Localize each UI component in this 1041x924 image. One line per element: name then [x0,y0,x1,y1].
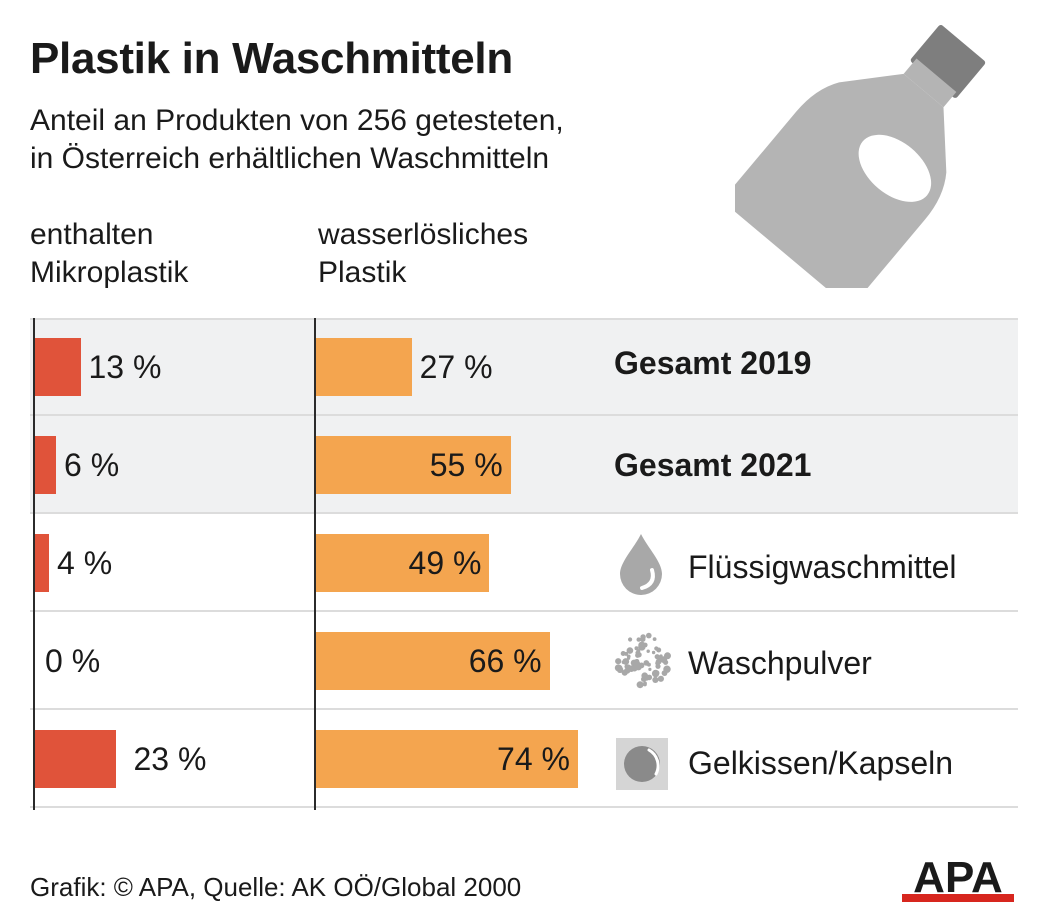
powder-dot [641,672,648,679]
powder-dot [656,647,662,653]
powder-dot [622,658,630,665]
value-label-microplastic-1: 13 % [88,349,162,385]
powder-dot [640,634,646,640]
powder-dot [646,632,652,639]
legend-microplastic-line-1: enthalten [30,218,154,251]
apa-logo: APA [902,853,1014,909]
apa-logo-mark: APA [902,853,1014,902]
powder-dot [648,667,652,671]
bar-water-soluble-4 [316,632,550,690]
bar-water-soluble-1 [316,338,412,396]
category-label-pulver: Waschpulver [688,645,872,681]
axis-water-soluble [314,318,316,810]
powder-dot [652,676,659,683]
powder-dot [662,671,668,676]
bar-water-soluble-3 [316,534,490,592]
table-row [30,612,1018,710]
subtitle-line-2: in Österreich erhältlichen Waschmitteln [30,142,550,175]
powder-dot [657,675,664,682]
category-label-gesamt-2021: Gesamt 2021 [614,447,812,483]
apa-logo-text: APA [913,854,1003,902]
value-label-microplastic-4: 0 % [45,643,101,679]
bar-water-soluble-2 [316,436,511,494]
detergent-bottle-icon [735,25,986,288]
bar-water-soluble-5 [316,730,578,788]
powder-dot [662,657,666,662]
powder-dot [624,667,631,674]
powder-dot [646,662,651,667]
powder-dot [663,665,671,673]
bar-microplastic-5 [35,730,116,788]
chart-title: Plastik in Waschmitteln [30,34,513,83]
table-row [30,514,1018,612]
category-label-gelkissen: Gelkissen/Kapseln [688,745,954,781]
powder-dot [646,649,650,653]
powder-dot [654,670,660,676]
chart-grid [30,318,1018,810]
powder-dot [655,663,661,669]
legend-water-soluble: wasserlösliches Plastik [318,216,528,292]
powder-dot [659,654,663,658]
powder-icon [614,632,671,689]
source-credit: Grafik: © APA, Quelle: AK OÖ/Global 2000 [30,872,522,902]
bar-microplastic-1 [35,338,81,396]
table-row [30,710,1018,808]
powder-dot [635,652,641,658]
value-label-microplastic-3: 4 % [57,545,113,581]
value-label-microplastic-5: 23 % [133,741,207,777]
powder-dot [636,681,644,689]
powder-dot [631,665,638,672]
powder-dot [636,649,641,653]
legend-water-soluble-line-1: wasserlösliches [318,218,529,251]
table-row [30,318,1018,416]
value-label-water-soluble-4: 66 % [468,643,542,679]
powder-dot [655,658,662,665]
bar-microplastic-3 [35,534,49,592]
powder-dot [651,650,656,655]
legend-water-soluble-line-2: Plastik [318,256,407,289]
value-label-water-soluble-2: 55 % [429,447,503,483]
category-label-gesamt-2019: Gesamt 2019 [614,345,812,381]
axis-microplastic [33,318,35,810]
powder-dot [627,656,631,660]
legend-microplastic: enthalten Mikroplastik [30,216,188,292]
powder-dot [638,641,646,649]
legend-microplastic-line-2: Mikroplastik [30,256,189,289]
powder-dot [643,682,647,687]
powder-dot [652,637,657,641]
powder-dot [616,666,624,673]
powder-dot [636,637,641,642]
powder-dot [628,637,633,642]
subtitle-line-1: Anteil an Produkten von 256 getesteten, [30,104,564,137]
value-label-water-soluble-1: 27 % [419,349,493,385]
chart-subtitle: Anteil an Produkten von 256 getesteten, … [30,102,564,178]
capsule-icon [616,738,668,790]
value-label-microplastic-2: 6 % [64,447,120,483]
value-label-water-soluble-5: 74 % [497,741,570,777]
table-row [30,416,1018,514]
powder-dot [654,654,660,660]
powder-dot [615,658,622,665]
category-label-fluessig: Flüssigwaschmittel [688,549,957,585]
drop-icon [620,534,662,595]
powder-dot [620,651,626,656]
powder-dot [626,647,634,654]
bar-microplastic-2 [35,436,56,494]
value-label-water-soluble-3: 49 % [408,545,482,581]
